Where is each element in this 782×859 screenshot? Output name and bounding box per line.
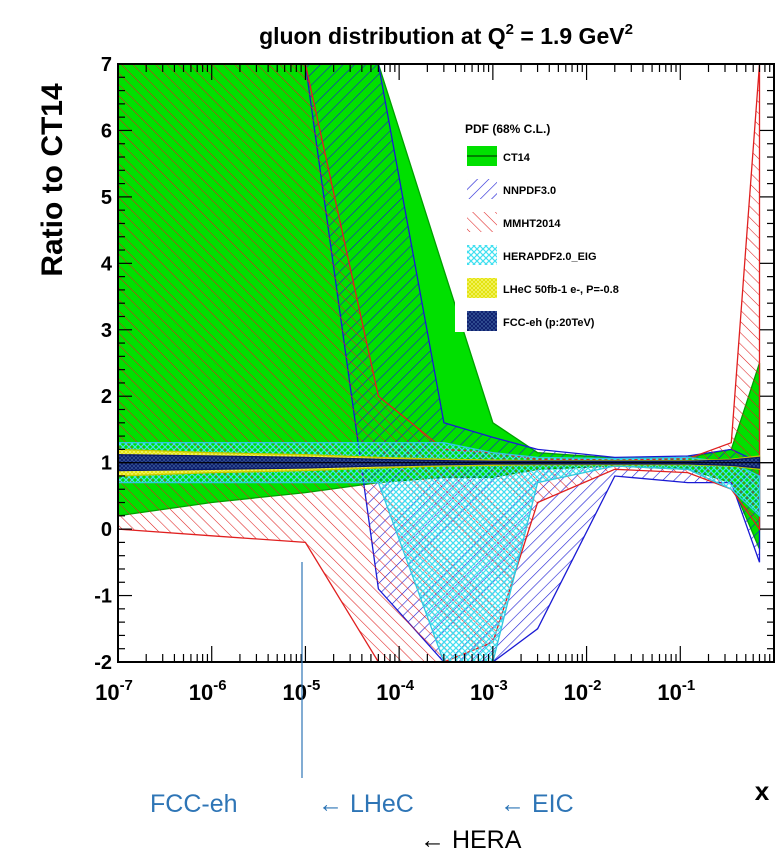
legend-label: NNPDF3.0 [503, 185, 556, 197]
legend-label: LHeC 50fb-1 e-, P=-0.8 [503, 284, 619, 296]
band-2 [118, 64, 761, 662]
annotation-hera: ← HERA [420, 826, 522, 854]
annotation-eic: ← EIC [500, 790, 574, 818]
legend-swatch [467, 278, 497, 298]
legend-label: CT14 [503, 152, 531, 164]
legend: PDF (68% C.L.) CT14 NNPDF3.0 MMHT2014 HERAP… [455, 112, 695, 332]
y-tick-label: 0 [101, 519, 112, 541]
y-tick-label: -2 [94, 652, 112, 674]
x-tick-label: 10-7 [95, 677, 133, 705]
legend-label: MMHT2014 [503, 218, 561, 230]
x-tick-label: 10-3 [470, 677, 508, 705]
y-tick-label: 6 [101, 120, 112, 142]
y-tick-label: 4 [101, 253, 113, 275]
y-tick-label: 3 [101, 320, 112, 342]
annotation-fcc-eh: FCC-eh [150, 790, 238, 818]
x-tick-label: 10-4 [376, 677, 414, 705]
y-tick-label: 1 [101, 453, 112, 475]
legend-swatch [467, 212, 497, 232]
band-3 [118, 442, 761, 662]
legend-swatch [467, 311, 497, 331]
x-tick-label: 10-1 [657, 677, 695, 705]
x-tick-label: 10-6 [189, 677, 227, 705]
chart-title: gluon distribution at Q2 = 1.9 GeV2 [259, 21, 633, 49]
y-tick-label: 7 [101, 54, 112, 76]
legend-swatch [467, 179, 497, 199]
x-tick-labels: 10-7 10-6 10-5 10-4 10-3 10-2 10-1 [95, 677, 695, 705]
x-tick-label: 10-5 [283, 677, 321, 705]
legend-label: HERAPDF2.0_EIG [503, 251, 597, 263]
y-tick-label: 2 [101, 386, 112, 408]
y-tick-label: 5 [101, 187, 112, 209]
annotation-lhec: ← LHeC [318, 790, 414, 818]
legend-label: FCC-eh (p:20TeV) [503, 317, 595, 329]
y-tick-label: -1 [94, 586, 112, 608]
legend-swatch [467, 245, 497, 265]
y-axis-label: Ratio to CT14 [36, 83, 69, 277]
plot-frame [117, 63, 775, 663]
axis-ticks [117, 64, 774, 663]
x-axis-label: x [755, 776, 770, 806]
y-tick-labels: -2 -1 0 1 2 3 4 5 6 7 [94, 54, 113, 674]
legend-title: PDF (68% C.L.) [465, 122, 550, 136]
x-tick-label: 10-2 [564, 677, 602, 705]
